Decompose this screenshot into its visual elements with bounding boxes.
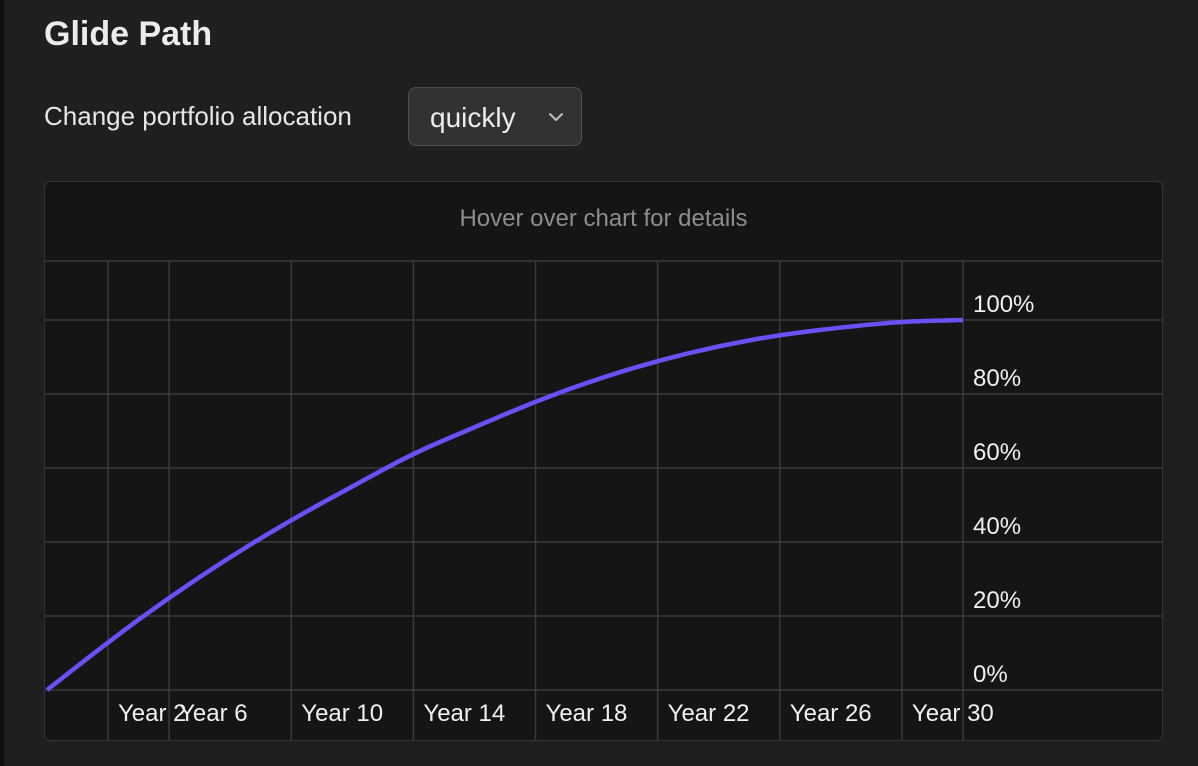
glide-path-chart[interactable]: Hover over chart for details Year 2 Year … [44,181,1163,741]
y-tick-label: 80% [973,365,1021,392]
y-tick-label: 20% [973,587,1021,614]
x-tick-label: Year 30 [912,700,994,727]
chart-hover-hint: Hover over chart for details [459,205,748,232]
y-tick-label: 40% [973,513,1021,540]
y-tick-label: 100% [973,291,1034,318]
allocation-select-value: quickly [430,102,516,133]
x-tick-label: Year 10 [301,700,383,727]
x-tick-label: Year 26 [790,700,872,727]
x-tick-label: Year 18 [546,700,628,727]
glide-path-line [45,317,964,692]
y-tick-label: 60% [973,439,1021,466]
x-tick-label: Year 2 [118,700,187,727]
x-tick-label: Year 6 [179,700,248,727]
y-tick-label: 0% [973,661,1008,688]
x-tick-label: Year 14 [423,700,505,727]
allocation-label: Change portfolio allocation [44,101,352,131]
window-edge [0,0,4,766]
chevron-down-icon [549,113,563,121]
x-tick-label: Year 22 [668,700,750,727]
page-title: Glide Path [44,15,213,53]
allocation-select[interactable]: quickly [408,87,582,146]
